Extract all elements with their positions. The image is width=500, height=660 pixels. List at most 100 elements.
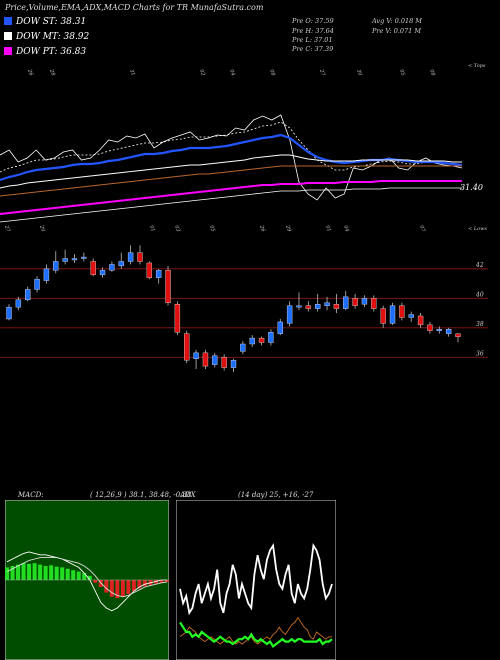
adx-title: ADX: [180, 491, 196, 499]
candle-body: [343, 296, 349, 309]
macd-histogram-bar: [27, 563, 32, 580]
top-date-label: 30: [355, 69, 363, 78]
macd-title: MACD:: [18, 491, 44, 499]
candle-body: [165, 270, 171, 303]
top-date-label: 28: [48, 68, 56, 77]
candle-body: [184, 333, 190, 361]
macd-line-line_a: [6, 551, 167, 612]
candle-body: [324, 302, 330, 306]
candle-body: [25, 289, 31, 300]
macd-histogram-bar: [49, 565, 54, 580]
candle-body: [361, 298, 368, 305]
macd-histogram-bar: [38, 564, 43, 580]
candle-body: [240, 343, 246, 352]
candle-body: [90, 261, 96, 275]
ema-line-ema-mid: [0, 154, 462, 189]
macd-histogram-bar: [71, 570, 76, 580]
bottom-date-label: 03: [173, 225, 181, 233]
macd-histogram-bar: [82, 573, 87, 580]
stat-prev-low: Pre L: 37.01: [292, 36, 333, 44]
ema-line-price: [0, 114, 463, 201]
candle-body: [81, 256, 87, 259]
price-chart-svg: 26 28 31 02 04 08 27 30 05 08 27 20 01 03 05 26 29 01 04 0…: [0, 63, 488, 372]
candle-body: [212, 355, 218, 365]
ema-price-label: 31.40: [460, 183, 483, 192]
macd-histogram-bar: [98, 580, 103, 587]
bottom-date-labels: 27 20 01 03 05 26 29 01 04 07: [3, 224, 426, 234]
macd-histogram-bar: [5, 567, 9, 580]
stat-prev-open: Pre O: 37.59: [292, 17, 334, 25]
macd-histogram-bar: [159, 580, 164, 583]
candle-body: [221, 357, 227, 368]
candle-body: [127, 252, 134, 262]
macd-histogram-bar: [109, 580, 114, 597]
price-tick-label: 42: [475, 262, 484, 269]
macd-histogram-bar: [43, 566, 48, 580]
bottom-date-label: 07: [418, 225, 426, 234]
macd-histogram-bar: [126, 580, 131, 594]
candle-body: [352, 298, 358, 306]
candle-body: [146, 262, 153, 278]
price-tick-label: 40: [475, 291, 484, 298]
stat-avg-volume: Avg V: 0.018 M: [372, 17, 422, 25]
macd-plot: [5, 551, 169, 612]
top-date-label: 31: [128, 69, 136, 77]
candle-body: [6, 306, 12, 320]
macd-histogram-bar: [137, 580, 142, 589]
macd-panel: [5, 500, 169, 660]
candle-body: [109, 264, 115, 271]
macd-histogram-bar: [120, 580, 125, 597]
price-tick-label: 36: [476, 350, 484, 357]
top-date-labels: 26 28 31 02 04 08 27 30 05 08: [26, 68, 436, 78]
tops-label: < Tops: [468, 63, 486, 69]
ema-line-ema-short: [0, 121, 463, 173]
macd-histogram-bar: [93, 580, 98, 583]
price-tick-label: 38: [476, 321, 484, 328]
ema-line-ema-blue: [0, 133, 463, 182]
macd-line-line_b: [6, 557, 168, 598]
candle-body: [15, 299, 22, 308]
adx-plot: [179, 543, 333, 649]
top-date-label: 02: [198, 69, 206, 77]
legend-dow-pt-label: DOW PT: 36.83: [16, 47, 87, 57]
macd-histogram-bar: [76, 571, 81, 580]
adx-panel: [176, 500, 336, 660]
legend-dow-mt-label: DOW MT: 38.92: [16, 32, 90, 42]
macd-histogram-bar: [10, 566, 15, 580]
adx-params: (14 day) 25, +16, -27: [238, 491, 314, 499]
macd-histogram-bar: [16, 564, 21, 580]
legend-swatch-blue: [4, 17, 12, 25]
stat-prev-close: Pre C: 37.39: [292, 45, 334, 53]
ema-line-ema-brown: [0, 165, 462, 197]
candle-body: [427, 324, 433, 331]
macd-histogram-bar: [54, 566, 59, 580]
adx-line-minus_di: [179, 616, 332, 645]
macd-histogram-bar: [65, 568, 70, 580]
adx-line-plus_di: [179, 621, 333, 649]
macd-histogram-bar: [104, 580, 109, 593]
candle-body: [202, 352, 209, 367]
candle-body: [62, 258, 68, 262]
candle-body: [230, 360, 237, 368]
candle-body: [286, 305, 293, 324]
macd-histogram-bar: [21, 563, 26, 580]
candle-body: [389, 305, 396, 324]
candle-body: [174, 304, 181, 333]
candle-body: [249, 337, 255, 345]
macd-histogram-bar: [131, 580, 136, 592]
top-date-label: 08: [428, 69, 436, 77]
bottom-date-label: 04: [342, 225, 350, 233]
bottom-date-label: 01: [148, 225, 156, 233]
ema-line-ema-magenta: [0, 180, 462, 215]
candle-body: [408, 314, 414, 318]
candle-body: [43, 268, 50, 281]
macd-histogram-bar: [87, 575, 92, 580]
lows-label: < Lows: [468, 226, 487, 232]
ema-line-ema-white-low: [0, 187, 462, 223]
legend-dow-mt: DOW MT: 38.92: [4, 32, 89, 42]
chart-title: Price,Volume,EMA,ADX,MACD Charts for TR …: [5, 3, 264, 12]
adx-line-adx_line: [179, 543, 333, 616]
bottom-date-label: 01: [324, 225, 332, 233]
top-date-label: 08: [268, 69, 276, 77]
candle-body: [258, 337, 265, 343]
